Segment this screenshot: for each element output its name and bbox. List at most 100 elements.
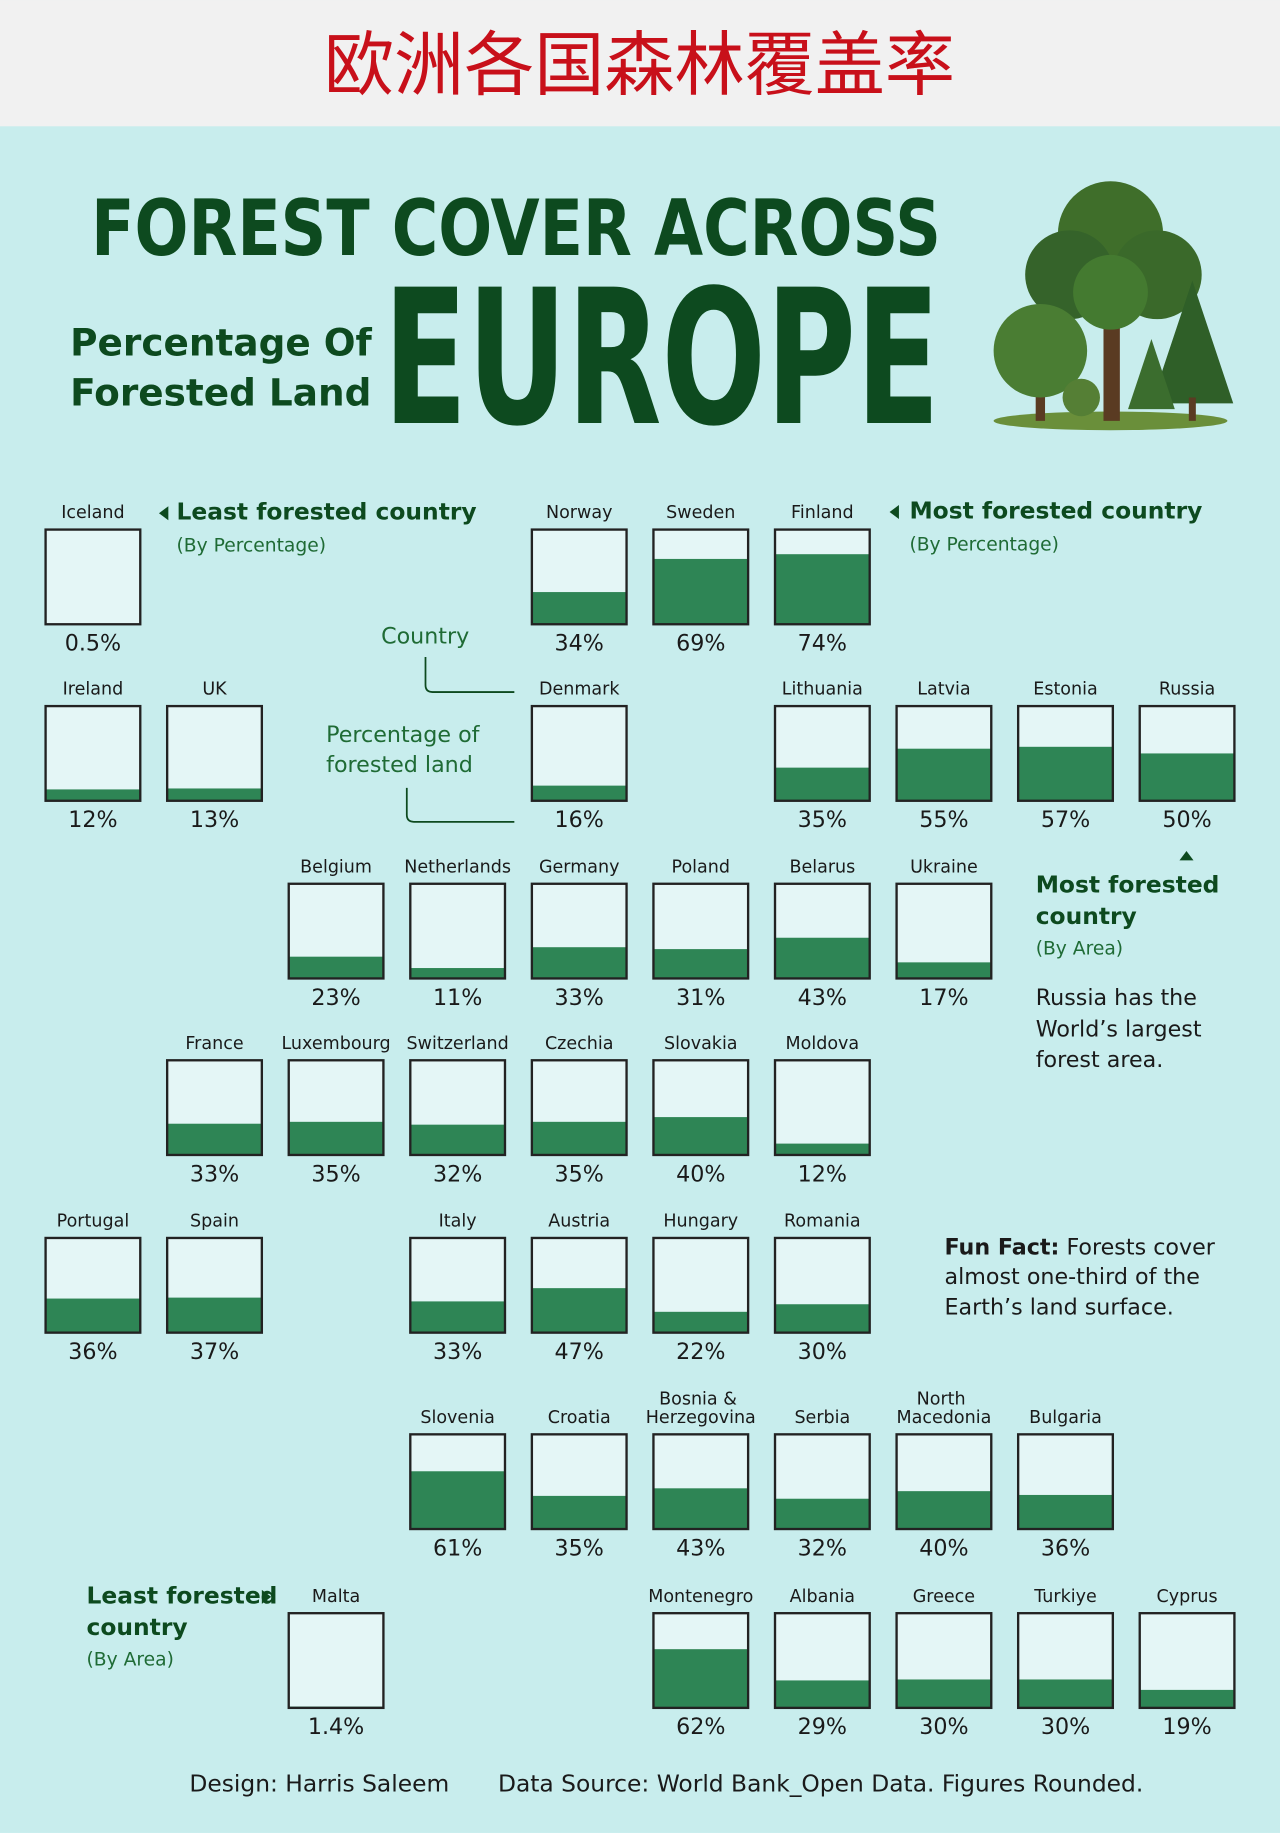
country-name: Estonia xyxy=(1033,680,1097,700)
tile-box xyxy=(410,883,505,979)
value-label: 23% xyxy=(311,985,360,1011)
fun-fact-text: Earth’s land surface. xyxy=(945,1295,1174,1321)
tile-border xyxy=(44,528,142,626)
value-label: 40% xyxy=(919,1535,968,1561)
value-label: 69% xyxy=(676,631,725,657)
value-label: 35% xyxy=(798,807,847,833)
title-line1: FOREST COVER ACROSS xyxy=(91,184,941,274)
forest-fill xyxy=(531,592,627,625)
value-label: 36% xyxy=(68,1339,117,1365)
country-name: UK xyxy=(202,680,227,700)
tile-box xyxy=(167,706,262,801)
country-name: North Macedonia xyxy=(897,1389,992,1428)
value-label: 11% xyxy=(433,985,482,1011)
tile-box xyxy=(45,706,141,801)
note-sub: (By Area) xyxy=(1036,939,1123,960)
value-label: 30% xyxy=(1041,1714,1090,1740)
tile-border xyxy=(895,1433,993,1531)
tile-box xyxy=(775,1060,870,1155)
key-connector xyxy=(405,787,515,823)
tile-border xyxy=(773,1612,871,1710)
tile-border xyxy=(1138,704,1236,802)
country-name: Romania xyxy=(784,1212,861,1232)
value-label: 16% xyxy=(555,807,604,833)
country-name: Poland xyxy=(672,857,730,877)
tile-border xyxy=(44,704,142,802)
value-label: 17% xyxy=(919,985,968,1011)
value-label: 13% xyxy=(190,807,239,833)
forest-fill xyxy=(167,1123,262,1155)
value-label: 29% xyxy=(798,1714,847,1740)
tile-border xyxy=(895,1612,993,1710)
tile-border xyxy=(773,704,871,802)
footer-source: Data Source: World Bank_Open Data. Figur… xyxy=(498,1770,1143,1798)
forest-fill xyxy=(896,1491,992,1530)
value-label: 35% xyxy=(311,1161,360,1187)
country-name: Belgium xyxy=(300,857,372,877)
forest-fill xyxy=(45,1298,141,1333)
country-name: Czechia xyxy=(545,1034,614,1054)
forest-fill xyxy=(775,767,870,801)
tile-border xyxy=(409,1059,507,1157)
fun-fact-text: Forests cover xyxy=(1066,1234,1215,1260)
forest-fill xyxy=(531,1121,627,1155)
tile-border xyxy=(773,528,871,626)
value-label: 50% xyxy=(1162,807,1211,833)
tile-border xyxy=(165,1059,264,1157)
country-name: Bulgaria xyxy=(1029,1408,1102,1428)
forest-fill xyxy=(1018,1679,1113,1708)
tile-border xyxy=(530,528,628,626)
forest-fill xyxy=(410,1124,505,1155)
subtitle: Forested Land xyxy=(70,371,371,415)
forest-fill xyxy=(531,947,627,979)
value-label: 35% xyxy=(555,1535,604,1561)
value-label: 57% xyxy=(1041,807,1090,833)
tile-border xyxy=(530,704,628,802)
country-name: Portugal xyxy=(57,1212,130,1232)
footer-design: Design: Harris Saleem xyxy=(189,1770,449,1798)
country-name: Denmark xyxy=(539,680,620,700)
name-line: Bosnia & xyxy=(659,1389,742,1409)
fun-fact-label: Fun Fact: xyxy=(945,1234,1060,1260)
note-title: country xyxy=(87,1613,188,1641)
tile-border xyxy=(165,1236,264,1334)
header-band xyxy=(0,0,1280,127)
country-name: Russia xyxy=(1159,680,1215,700)
country-name: Austria xyxy=(548,1212,610,1232)
tile-border xyxy=(652,1433,750,1531)
value-label: 30% xyxy=(798,1339,847,1365)
country-name: Lithuania xyxy=(782,680,863,700)
forest-fill xyxy=(896,748,992,801)
value-label: 55% xyxy=(919,807,968,833)
forest-fill xyxy=(531,1495,627,1530)
forest-fill xyxy=(896,962,992,979)
note-text: World’s largest xyxy=(1036,1016,1202,1042)
country-name: Norway xyxy=(546,503,612,523)
tile-border xyxy=(287,1612,385,1710)
country-name: Malta xyxy=(312,1587,360,1607)
note-title: Least forested xyxy=(87,1581,278,1609)
value-label: 22% xyxy=(676,1339,725,1365)
country-name: Greece xyxy=(913,1587,975,1607)
tile-border xyxy=(652,528,750,626)
tile-border xyxy=(1138,1612,1236,1710)
tile-border xyxy=(44,1236,142,1334)
forest-fill xyxy=(167,1297,262,1333)
value-label: 0.5% xyxy=(65,631,121,657)
forest-fill xyxy=(288,956,384,979)
country-name: Montenegro xyxy=(648,1587,753,1607)
value-label: 32% xyxy=(433,1161,482,1187)
tile-box xyxy=(531,706,627,801)
country-name: Albania xyxy=(790,1587,855,1607)
tile-border xyxy=(1016,1612,1115,1710)
country-name: Hungary xyxy=(663,1212,738,1232)
country-name: Finland xyxy=(791,503,854,523)
forest-fill xyxy=(775,1680,870,1708)
forest-fill xyxy=(1139,753,1235,801)
country-name: Slovenia xyxy=(420,1408,495,1428)
tile-border xyxy=(409,882,507,980)
tile-border xyxy=(895,882,993,980)
header-title: 欧洲各国森林覆盖率 xyxy=(324,24,955,106)
value-label: 31% xyxy=(676,985,725,1011)
value-label: 43% xyxy=(676,1535,725,1561)
